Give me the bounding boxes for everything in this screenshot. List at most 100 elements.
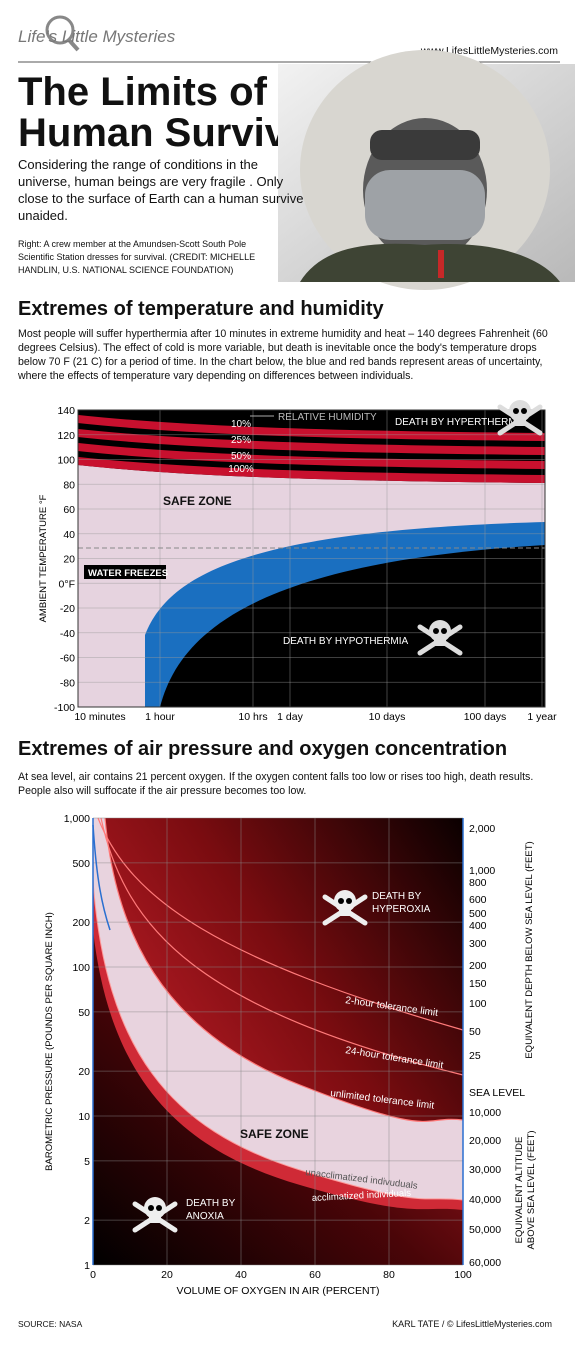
y-tick-label: -80 (60, 677, 75, 689)
humidity-label: 50% (231, 451, 251, 462)
skull (429, 620, 451, 642)
eye (433, 628, 439, 634)
y2-tick-label: 200 (469, 960, 487, 972)
annotation: SAFE ZONE (163, 494, 232, 508)
y2-tick-label: 150 (469, 978, 487, 990)
annotation: DEATH BY (186, 1198, 236, 1209)
logo-handle (67, 38, 80, 52)
y2-tick-label: 40,000 (469, 1194, 501, 1206)
intro: Considering the range of conditions in t… (18, 157, 304, 223)
annotation: DEATH BY (372, 891, 422, 902)
skull-icon (132, 1197, 178, 1233)
logo-lens (45, 15, 75, 45)
skull-icon (322, 890, 368, 926)
y2-tick-label: SEA LEVEL (469, 1087, 525, 1099)
y2-tick-label: 20,000 (469, 1135, 501, 1147)
humidity-band (77, 429, 546, 455)
y2-tick-label: 50 (469, 1026, 481, 1038)
y-tick-label: -100 (54, 702, 75, 714)
x-tick-label: 10 days (369, 711, 406, 723)
annotation: acclimatized individuals (312, 1188, 412, 1204)
label-box (84, 565, 166, 579)
jaw (514, 419, 526, 426)
axis-frame (77, 409, 546, 708)
x-tick-label: 1 day (277, 711, 303, 723)
y2-tick-label: 1,000 (469, 865, 495, 877)
eye (148, 1205, 154, 1211)
y-tick-label: 50 (78, 1007, 90, 1019)
x-tick-label: 100 (454, 1269, 472, 1281)
section-title: Extremes of temperature and humidity (18, 298, 384, 320)
photo (278, 50, 575, 290)
caption: Right: A crew member at the Amundsen-Sco… (18, 239, 256, 275)
tolerance-line (104, 817, 464, 1123)
y2-tick-label: 25 (469, 1050, 481, 1062)
hypothermia (160, 545, 545, 707)
skull (509, 400, 531, 422)
blue-curve (92, 824, 111, 931)
y-tick-label: 5 (84, 1156, 90, 1168)
source: SOURCE: NASA (18, 1319, 83, 1329)
annotation: DEATH BY HYPERTHERMIA (395, 417, 526, 428)
x-tick-label: 60 (309, 1269, 321, 1281)
x-tick-label: 100 days (464, 711, 507, 723)
jaw (149, 1216, 161, 1223)
y2-tick-label: 2,000 (469, 823, 495, 835)
y-axis-label: BAROMETRIC PRESSURE (POUNDS PER SQUARE I… (44, 912, 55, 1171)
y-tick-label: 1,000 (64, 813, 90, 825)
jaw (434, 639, 446, 646)
humidity-band (77, 415, 546, 441)
x-tick-label: 10 hrs (238, 711, 267, 723)
annotation: SAFE ZONE (240, 1127, 309, 1141)
skull-icon (417, 620, 463, 656)
y-tick-label: 10 (78, 1111, 90, 1123)
y-tick-label: 200 (72, 917, 90, 929)
y-tick-label: 80 (63, 479, 75, 491)
credit: KARL TATE / © LifesLittleMysteries.com (392, 1319, 552, 1329)
x-tick-label: 20 (161, 1269, 173, 1281)
annotation: ANOXIA (186, 1211, 224, 1222)
x-tick-label: 10 minutes (74, 711, 125, 723)
eye (521, 408, 527, 414)
eye (513, 408, 519, 414)
y2-tick-label: 400 (469, 920, 487, 932)
y2-tick-label: 100 (469, 998, 487, 1010)
skull (144, 1197, 166, 1219)
y2-axis-label: EQUIVALENT ALTITUDE (514, 1137, 525, 1244)
y-tick-label: 20 (78, 1066, 90, 1078)
y-tick-label: 100 (72, 962, 90, 974)
y-tick-label: -20 (60, 603, 75, 615)
y-tick-label: 20 (63, 554, 75, 566)
annotation: HYPEROXIA (372, 904, 431, 915)
annotation: DEATH BY HYPOTHERMIA (283, 636, 409, 647)
y-tick-label: -40 (60, 628, 75, 640)
skull-icon (497, 400, 543, 436)
eye (346, 898, 352, 904)
x-axis-label: VOLUME OF OXYGEN IN AIR (PERCENT) (176, 1285, 379, 1297)
y2-tick-label: 50,000 (469, 1224, 501, 1236)
title: Human Survival (18, 111, 320, 155)
x-tick-label: 40 (235, 1269, 247, 1281)
y2-tick-label: 600 (469, 894, 487, 906)
anoxia (93, 930, 463, 1265)
section-title: Extremes of air pressure and oxygen conc… (18, 738, 508, 760)
x-tick-label: 1 year (527, 711, 557, 723)
y-tick-label: 100 (57, 455, 75, 467)
logo: Life's Little Mysteries (18, 27, 176, 46)
y2-tick-label: 10,000 (469, 1107, 501, 1119)
y-tick-label: -60 (60, 653, 75, 665)
y2-tick-label: 30,000 (469, 1164, 501, 1176)
y-tick-label: 60 (63, 504, 75, 516)
jaw (339, 909, 351, 916)
title: The Limits of (18, 70, 268, 114)
individual-line (92, 879, 464, 1201)
y-tick-label: 0°F (59, 578, 75, 590)
chart-temperature: -100 -80 -60 -40 -20 0°F 20 40 60 80 100 120 140 10 m… (38, 400, 557, 723)
skull (334, 890, 356, 912)
humidity-label: 10% (231, 419, 251, 430)
y-tick-label: 40 (63, 529, 75, 541)
y-tick-label: 500 (72, 858, 90, 870)
